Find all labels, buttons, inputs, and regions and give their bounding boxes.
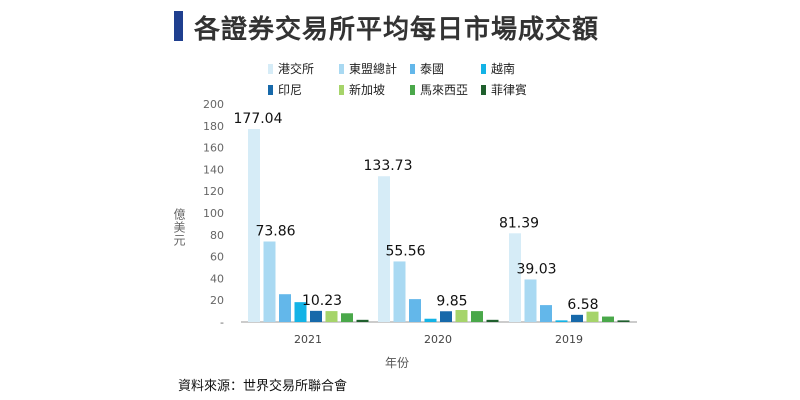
bar [486, 319, 499, 322]
legend-item: 港交所 [268, 60, 314, 77]
legend-label: 泰國 [420, 62, 445, 76]
data-label: 10.23 [302, 293, 342, 309]
bar [424, 318, 437, 322]
bar [586, 311, 599, 322]
data-label: 39.03 [516, 261, 556, 277]
legend-item: 馬來西亞 [410, 81, 468, 98]
legend-item: 泰國 [410, 60, 444, 77]
bar [294, 302, 307, 322]
x-tick-label: 2019 [555, 333, 583, 346]
legend-item: 新加坡 [339, 81, 385, 98]
data-label: 81.39 [499, 215, 539, 231]
data-label: 177.04 [234, 111, 283, 127]
y-axis-label: 億美元 [172, 208, 186, 247]
legend-swatch [481, 64, 486, 74]
legend-swatch [339, 64, 344, 74]
legend-swatch [481, 85, 486, 95]
legend-swatch [410, 85, 415, 95]
data-label: 55.56 [385, 243, 425, 259]
legend-item: 東盟總計 [339, 60, 397, 77]
legend-swatch [268, 85, 273, 95]
legend-label: 港交所 [278, 62, 315, 76]
legend-label: 菲律賓 [491, 83, 528, 97]
x-tick-label: 2021 [294, 333, 322, 346]
y-tick-label: - [220, 316, 224, 329]
data-label: 9.85 [436, 293, 467, 309]
y-tick-label: 100 [203, 207, 224, 220]
legend-swatch [339, 85, 344, 95]
legend-label: 越南 [491, 62, 516, 76]
bar [263, 241, 276, 322]
bar [509, 233, 521, 322]
legend-swatch [410, 64, 415, 74]
x-axis-label: 年份 [385, 356, 410, 370]
bar [440, 311, 452, 322]
legend-label: 印尼 [278, 83, 303, 97]
y-tick-label: 160 [203, 142, 224, 155]
bar [602, 316, 614, 322]
legend-label: 東盟總計 [349, 62, 398, 76]
y-tick-label: 200 [203, 98, 224, 111]
bar [409, 299, 421, 322]
bar [617, 320, 630, 322]
legend-item: 越南 [481, 60, 515, 77]
bar [248, 129, 260, 322]
bar [325, 311, 338, 322]
legend-swatch [268, 64, 273, 74]
bar [310, 310, 322, 322]
bar [524, 279, 537, 322]
bar [341, 313, 353, 322]
source-note: 資料來源：世界交易所聯合會 [178, 379, 348, 394]
data-label: 133.73 [364, 158, 413, 174]
bar [471, 311, 483, 322]
bar [356, 319, 369, 322]
y-tick-label: 20 [210, 294, 224, 307]
y-tick-label: 80 [210, 229, 224, 242]
bar [540, 305, 552, 322]
y-tick-label: 180 [203, 120, 224, 133]
bar [279, 294, 291, 322]
legend-label: 新加坡 [349, 83, 386, 97]
y-tick-label: 60 [210, 251, 224, 264]
y-tick-label: 120 [203, 185, 224, 198]
legend-label: 馬來西亞 [420, 83, 469, 97]
bar [393, 261, 406, 322]
title-accent-bar [174, 11, 183, 41]
page-title: 各證券交易所平均每日市場成交額 [194, 15, 600, 45]
legend-item: 菲律賓 [481, 81, 527, 98]
data-label: 6.58 [567, 297, 598, 313]
data-label: 73.86 [255, 223, 295, 239]
bar [378, 176, 390, 322]
legend-item: 印尼 [268, 81, 302, 98]
y-tick-label: 40 [210, 272, 224, 285]
bar [571, 314, 583, 322]
bar [455, 310, 468, 322]
x-tick-label: 2020 [424, 333, 452, 346]
bar [555, 320, 568, 322]
y-tick-label: 140 [203, 163, 224, 176]
